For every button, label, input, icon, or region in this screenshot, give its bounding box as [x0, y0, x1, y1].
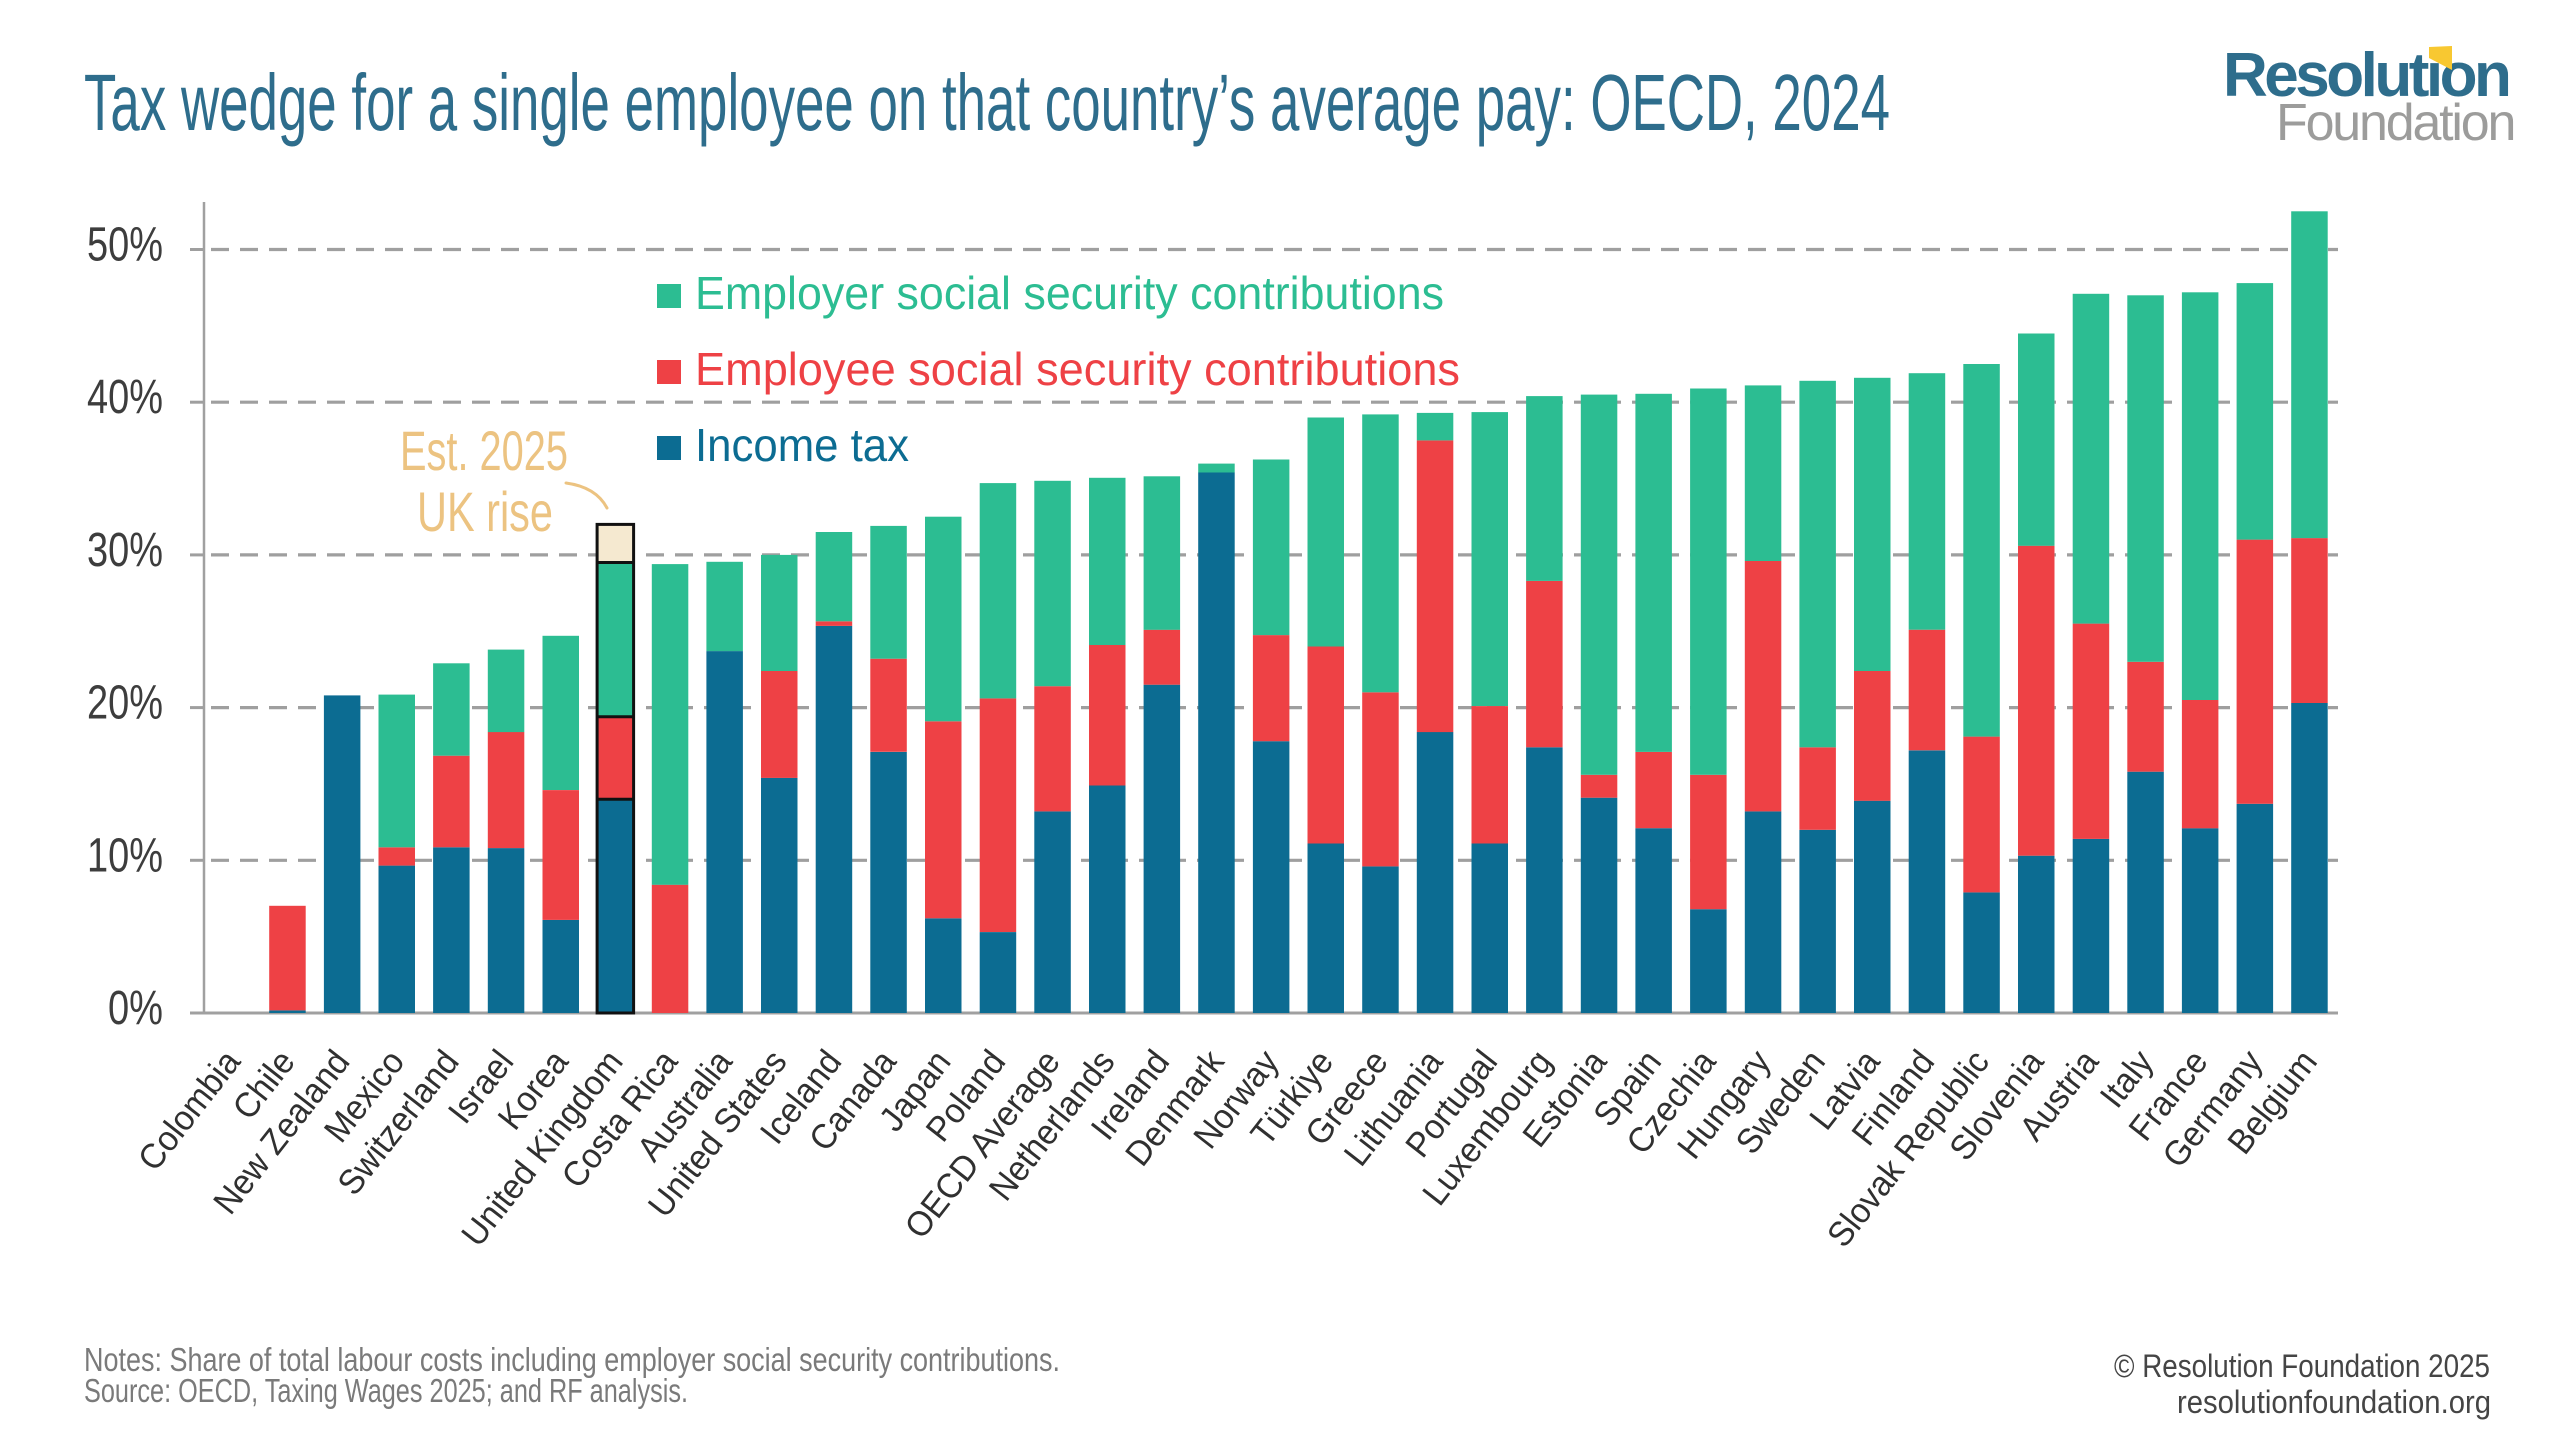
svg-text:Notes: Share of total labour c: Notes: Share of total labour costs inclu… [84, 1341, 1060, 1378]
svg-text:40%: 40% [87, 371, 163, 424]
svg-text:50%: 50% [87, 219, 163, 272]
svg-text:Source: OECD, Taxing Wages 202: Source: OECD, Taxing Wages 2025; and RF … [84, 1372, 688, 1409]
svg-text:30%: 30% [87, 524, 163, 577]
svg-text:Foundation: Foundation [2276, 94, 2514, 152]
svg-text:Employer social security contr: Employer social security contributions [695, 267, 1444, 319]
svg-text:Income tax: Income tax [695, 419, 909, 471]
svg-text:20%: 20% [87, 677, 163, 730]
svg-text:0%: 0% [108, 982, 163, 1035]
svg-text:UK rise: UK rise [417, 480, 553, 543]
svg-text:Resolutıon: Resolutıon [2223, 41, 2509, 110]
svg-text:Employee social security contr: Employee social security contributions [695, 343, 1460, 395]
svg-text:resolutionfoundation.org: resolutionfoundation.org [2177, 1384, 2491, 1420]
svg-text:10%: 10% [87, 829, 163, 882]
svg-text:© Resolution Foundation 2025: © Resolution Foundation 2025 [2114, 1348, 2490, 1384]
svg-text:Tax wedge for a single employe: Tax wedge for a single employee on that … [84, 58, 1890, 147]
svg-text:Est. 2025: Est. 2025 [400, 419, 568, 482]
